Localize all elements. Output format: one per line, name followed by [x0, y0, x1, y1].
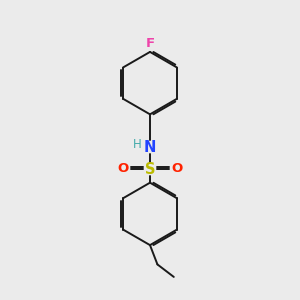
Text: O: O [118, 162, 129, 175]
Text: O: O [171, 162, 182, 175]
Text: F: F [146, 37, 154, 50]
Text: N: N [144, 140, 156, 154]
Text: H: H [133, 138, 142, 151]
Text: S: S [145, 162, 155, 177]
